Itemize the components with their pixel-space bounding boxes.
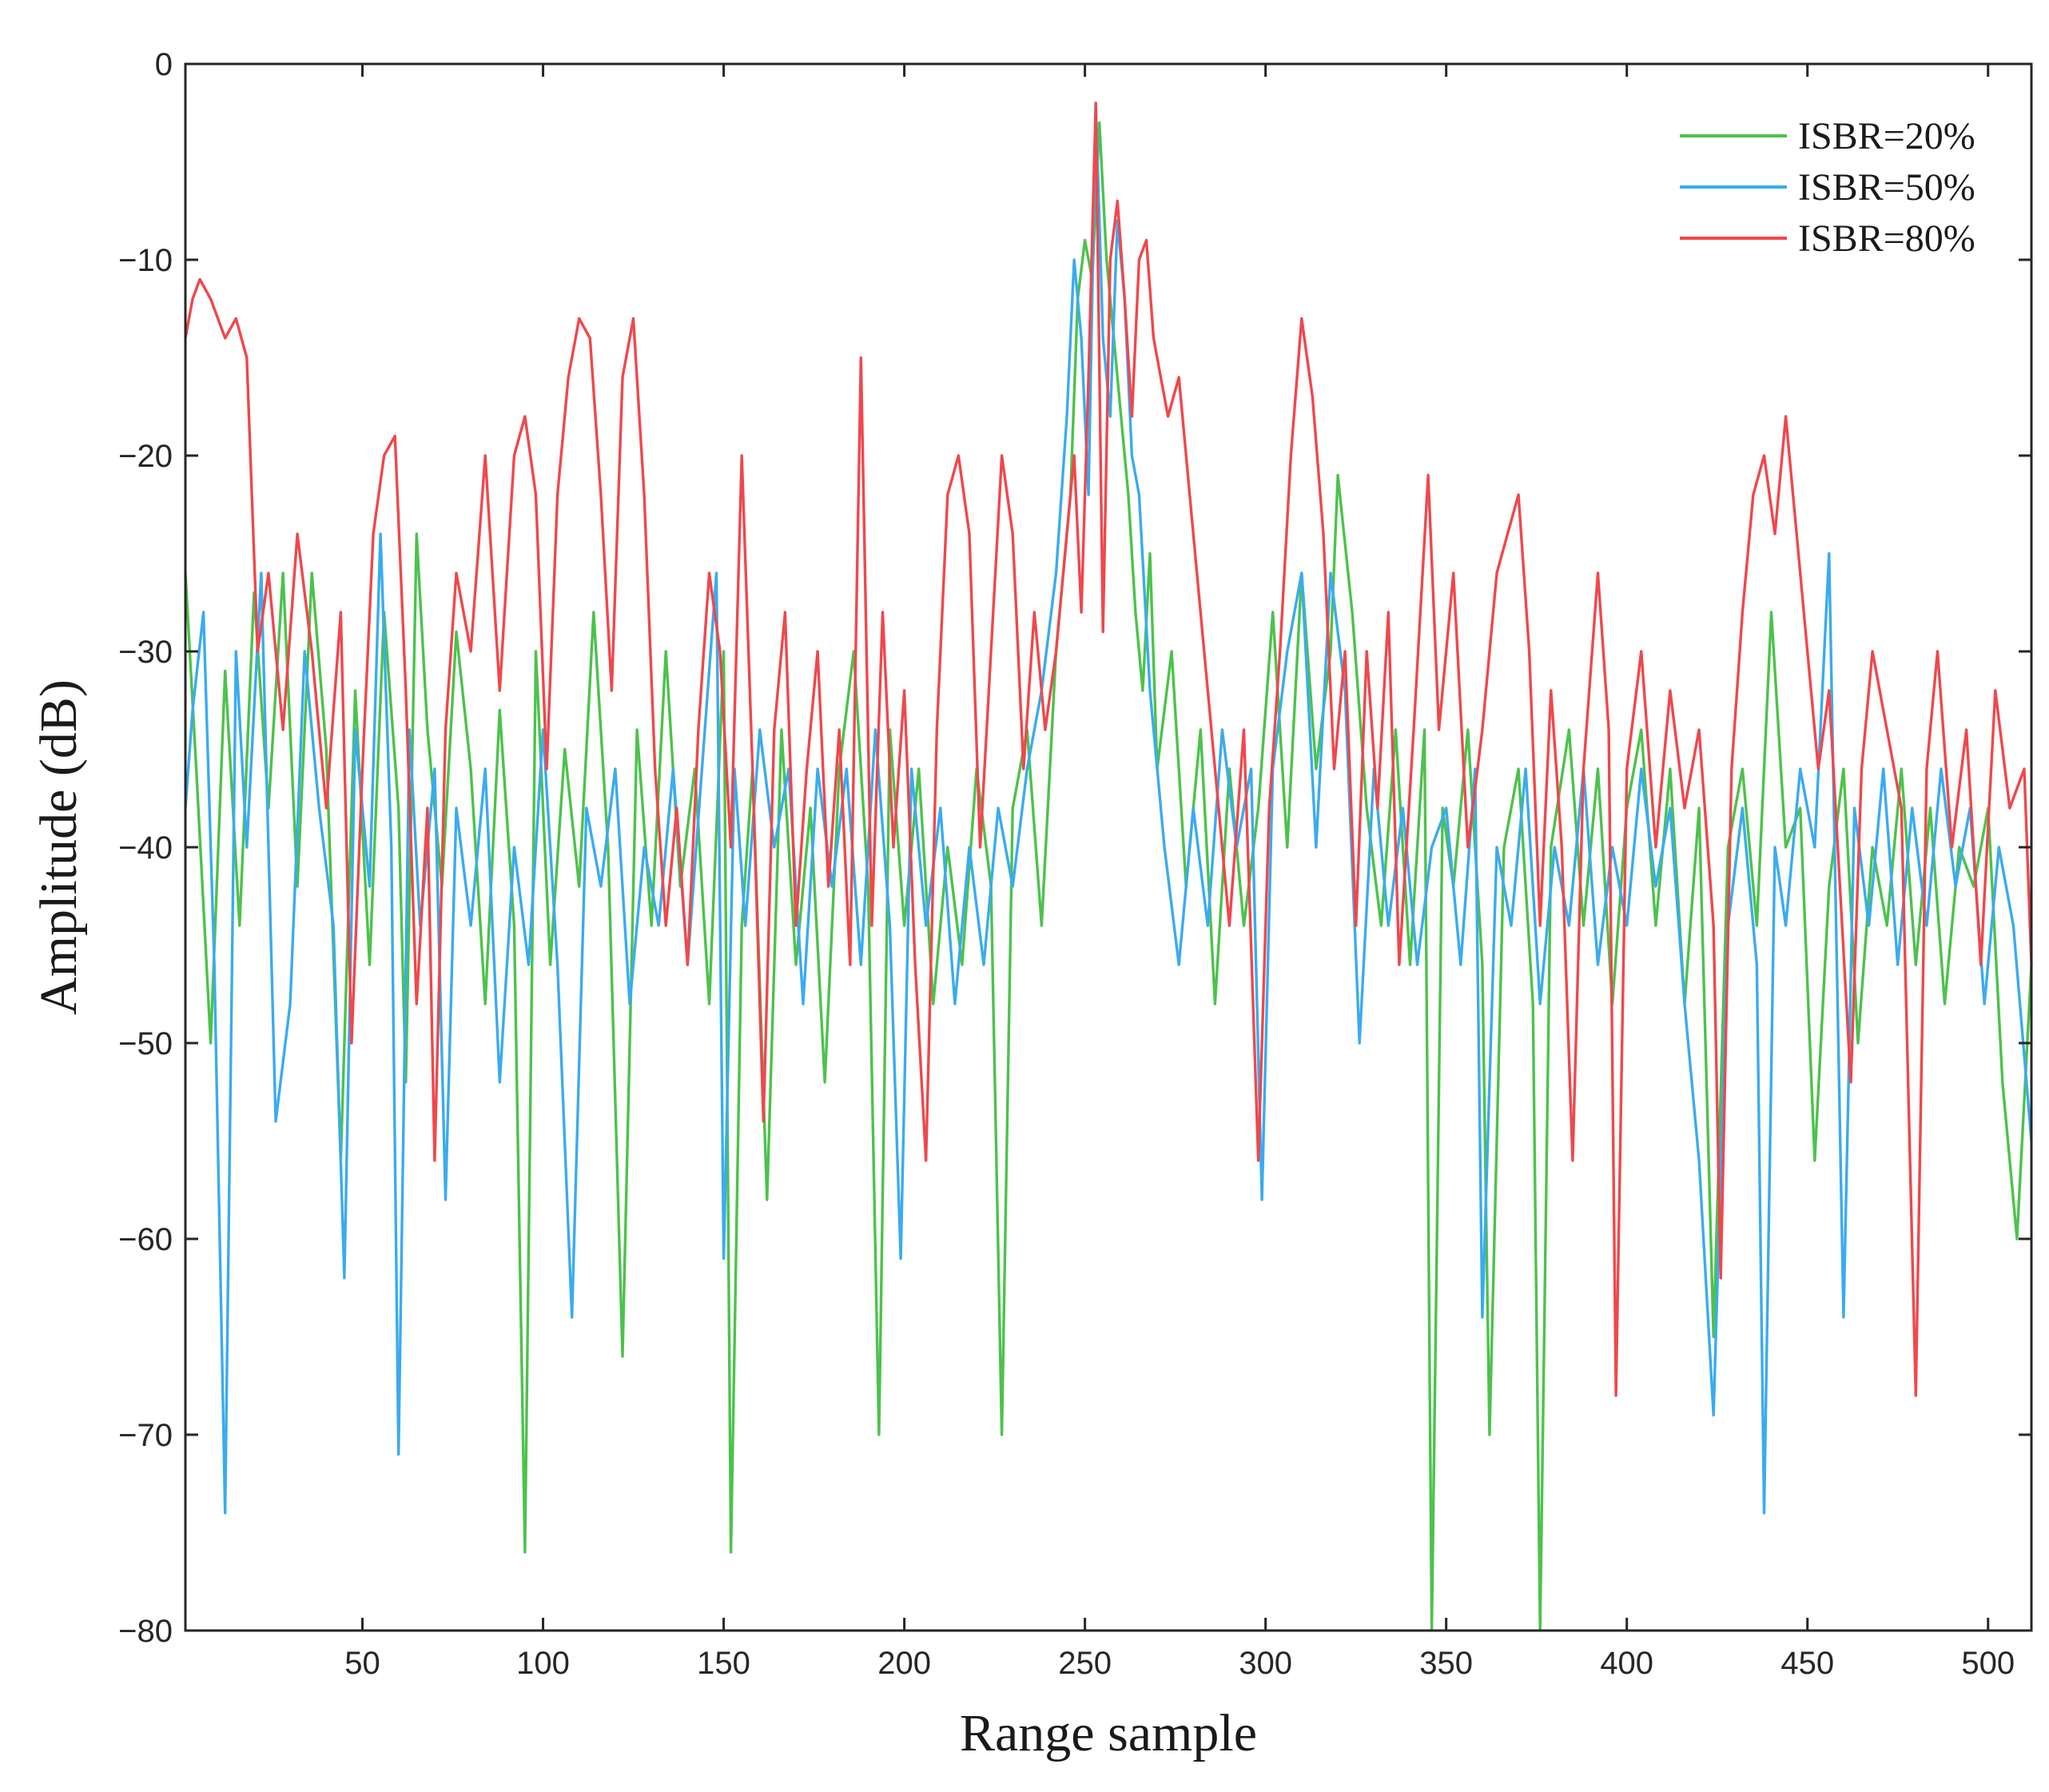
- series-group: [184, 102, 2033, 1632]
- y-tick-label: −10: [118, 243, 173, 278]
- x-tick-label: 200: [877, 1646, 931, 1681]
- ticks-group: 50 100 150 200 250 300 350 400 450 500 0 −10 −20 −30 −…: [118, 47, 2031, 1681]
- x-tick-label: 50: [344, 1646, 380, 1681]
- x-axis-title: Range sample: [960, 1704, 1257, 1762]
- x-tick-label: 150: [697, 1646, 750, 1681]
- y-tick-label: 0: [155, 47, 173, 82]
- series-line-1: [184, 121, 2033, 1632]
- y-axis-title: Amplitude (dB): [30, 679, 88, 1015]
- y-tick-label: −40: [118, 830, 173, 866]
- legend-label-2: ISBR=50%: [1798, 166, 1975, 209]
- y-tick-label: −50: [118, 1026, 173, 1061]
- series-line-3: [184, 102, 2033, 1397]
- x-tick-label: 300: [1239, 1646, 1292, 1681]
- y-tick-label: −60: [118, 1222, 173, 1257]
- x-tick-label: 350: [1419, 1646, 1473, 1681]
- legend-label-1: ISBR=20%: [1798, 115, 1975, 157]
- x-tick-label: 500: [1961, 1646, 2015, 1681]
- y-tick-label: −20: [118, 439, 173, 474]
- y-tick-label: −80: [118, 1614, 173, 1649]
- x-tick-label: 250: [1058, 1646, 1112, 1681]
- y-tick-label: −30: [118, 635, 173, 670]
- legend-label-3: ISBR=80%: [1798, 217, 1975, 260]
- x-tick-label: 450: [1780, 1646, 1834, 1681]
- y-tick-label: −70: [118, 1418, 173, 1453]
- x-tick-label: 400: [1600, 1646, 1653, 1681]
- series-line-2: [184, 102, 2033, 1515]
- x-tick-label: 100: [516, 1646, 570, 1681]
- legend: ISBR=20% ISBR=50% ISBR=80%: [1680, 115, 1975, 260]
